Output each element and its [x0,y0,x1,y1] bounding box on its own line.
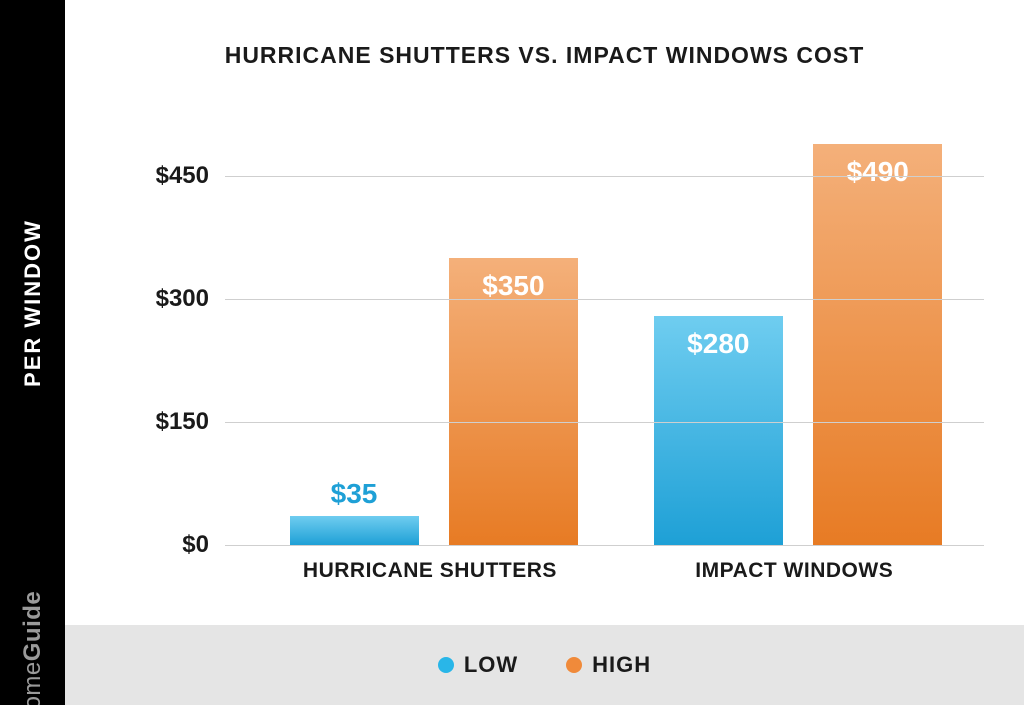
legend-item-low: LOW [438,652,518,678]
y-axis-label: PER WINDOW [20,219,46,387]
plot-region: $35$350$280$490 $0$150$300$450HURRICANE … [225,115,984,545]
bar: $280 [654,316,783,545]
legend-label-high: HIGH [592,652,651,678]
sidebar: PER WINDOW homeGuide [0,0,65,705]
gridline [225,299,984,300]
legend-dot-low [438,657,454,673]
category-label: HURRICANE SHUTTERS [303,559,557,583]
bar-value-label: $490 [847,156,909,188]
y-tick-label: $450 [156,162,209,190]
logo-text-suffix: Guide [19,591,46,662]
y-tick-label: $0 [182,531,209,559]
gridline [225,545,984,546]
y-tick-label: $300 [156,285,209,313]
legend-dot-high [566,657,582,673]
bar-value-label: $280 [687,328,749,360]
brand-logo: homeGuide [19,591,47,705]
bar: $350 [449,258,578,545]
gridline [225,422,984,423]
logo-text-prefix: home [19,661,46,705]
bar: $490 [813,144,942,545]
page: PER WINDOW homeGuide HURRICANE SHUTTERS … [0,0,1024,705]
bars-layer: $35 $350 $280 $490 [225,115,984,545]
legend-item-high: HIGH [566,652,651,678]
legend: LOW HIGH [65,625,1024,705]
bar-value-label: $350 [482,270,544,302]
chart-title: HURRICANE SHUTTERS VS. IMPACT WINDOWS CO… [65,42,1024,69]
main-area: HURRICANE SHUTTERS VS. IMPACT WINDOWS CO… [65,0,1024,705]
bar: $35 [290,516,419,545]
chart-area: HURRICANE SHUTTERS VS. IMPACT WINDOWS CO… [65,0,1024,625]
y-tick-label: $150 [156,408,209,436]
gridline [225,176,984,177]
legend-label-low: LOW [464,652,518,678]
bar-value-label: $35 [331,478,378,510]
category-label: IMPACT WINDOWS [695,559,893,583]
